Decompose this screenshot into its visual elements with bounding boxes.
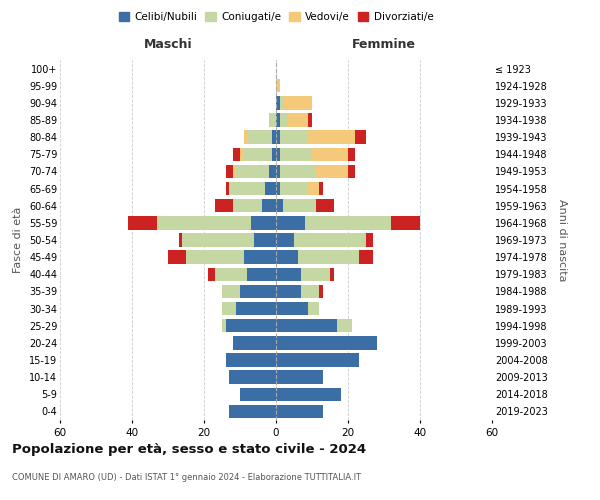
Bar [128,216,157,230]
Bar [276,354,359,366]
Bar [276,250,298,264]
Text: COMUNE DI AMARO (UD) - Dati ISTAT 1° gennaio 2024 - Elaborazione TUTTITALIA.IT: COMUNE DI AMARO (UD) - Dati ISTAT 1° gen… [12,472,361,482]
Bar [226,164,233,178]
Bar [308,114,312,126]
Bar [229,404,276,418]
Bar [276,114,280,126]
Bar [305,216,391,230]
Bar [276,164,280,178]
Bar [280,96,283,110]
Bar [226,319,276,332]
Bar [276,79,280,92]
Bar [208,268,215,281]
Bar [240,388,276,401]
Bar [272,130,276,144]
Bar [283,96,312,110]
Bar [179,234,182,246]
Bar [276,336,377,349]
Bar [276,199,283,212]
Bar [276,182,280,196]
Bar [316,199,334,212]
Bar [222,302,236,316]
Bar [233,199,262,212]
Bar [244,130,247,144]
Bar [319,284,323,298]
Bar [269,164,276,178]
Bar [294,234,366,246]
Bar [229,370,276,384]
Text: Popolazione per età, sesso e stato civile - 2024: Popolazione per età, sesso e stato civil… [12,442,366,456]
Text: Maschi: Maschi [143,38,193,52]
Bar [254,234,276,246]
Bar [276,388,341,401]
Bar [355,130,366,144]
Bar [236,164,269,178]
Bar [280,164,316,178]
Bar [276,96,280,110]
Legend: Celibi/Nubili, Coniugati/e, Vedovi/e, Divorziati/e: Celibi/Nubili, Coniugati/e, Vedovi/e, Di… [115,8,437,26]
Bar [251,216,276,230]
Bar [247,268,276,281]
Bar [280,182,308,196]
Bar [240,284,276,298]
Bar [276,268,301,281]
Bar [233,164,236,178]
Bar [337,319,352,332]
Bar [348,164,355,178]
Bar [269,114,276,126]
Bar [222,284,240,298]
Bar [229,182,265,196]
Bar [168,250,186,264]
Bar [348,148,355,161]
Bar [308,182,319,196]
Bar [182,234,254,246]
Bar [312,148,348,161]
Bar [319,182,323,196]
Bar [280,148,312,161]
Y-axis label: Anni di nascita: Anni di nascita [557,198,567,281]
Bar [276,404,323,418]
Bar [280,130,308,144]
Bar [272,148,276,161]
Bar [226,182,229,196]
Bar [359,250,373,264]
Bar [280,114,287,126]
Bar [186,250,244,264]
Bar [366,234,373,246]
Bar [276,370,323,384]
Bar [222,319,226,332]
Bar [233,148,240,161]
Bar [301,284,319,298]
Text: Femmine: Femmine [352,38,416,52]
Bar [276,319,337,332]
Bar [276,302,308,316]
Bar [301,268,330,281]
Bar [276,234,294,246]
Bar [233,336,276,349]
Bar [283,199,316,212]
Bar [265,182,276,196]
Bar [244,250,276,264]
Bar [215,199,233,212]
Bar [276,216,305,230]
Bar [226,354,276,366]
Bar [308,130,355,144]
Bar [276,284,301,298]
Bar [316,164,348,178]
Bar [276,148,280,161]
Bar [157,216,251,230]
Bar [247,130,272,144]
Bar [240,148,244,161]
Bar [308,302,319,316]
Bar [391,216,420,230]
Bar [236,302,276,316]
Bar [298,250,359,264]
Bar [244,148,272,161]
Bar [287,114,308,126]
Bar [276,130,280,144]
Bar [330,268,334,281]
Bar [215,268,247,281]
Bar [262,199,276,212]
Y-axis label: Fasce di età: Fasce di età [13,207,23,273]
